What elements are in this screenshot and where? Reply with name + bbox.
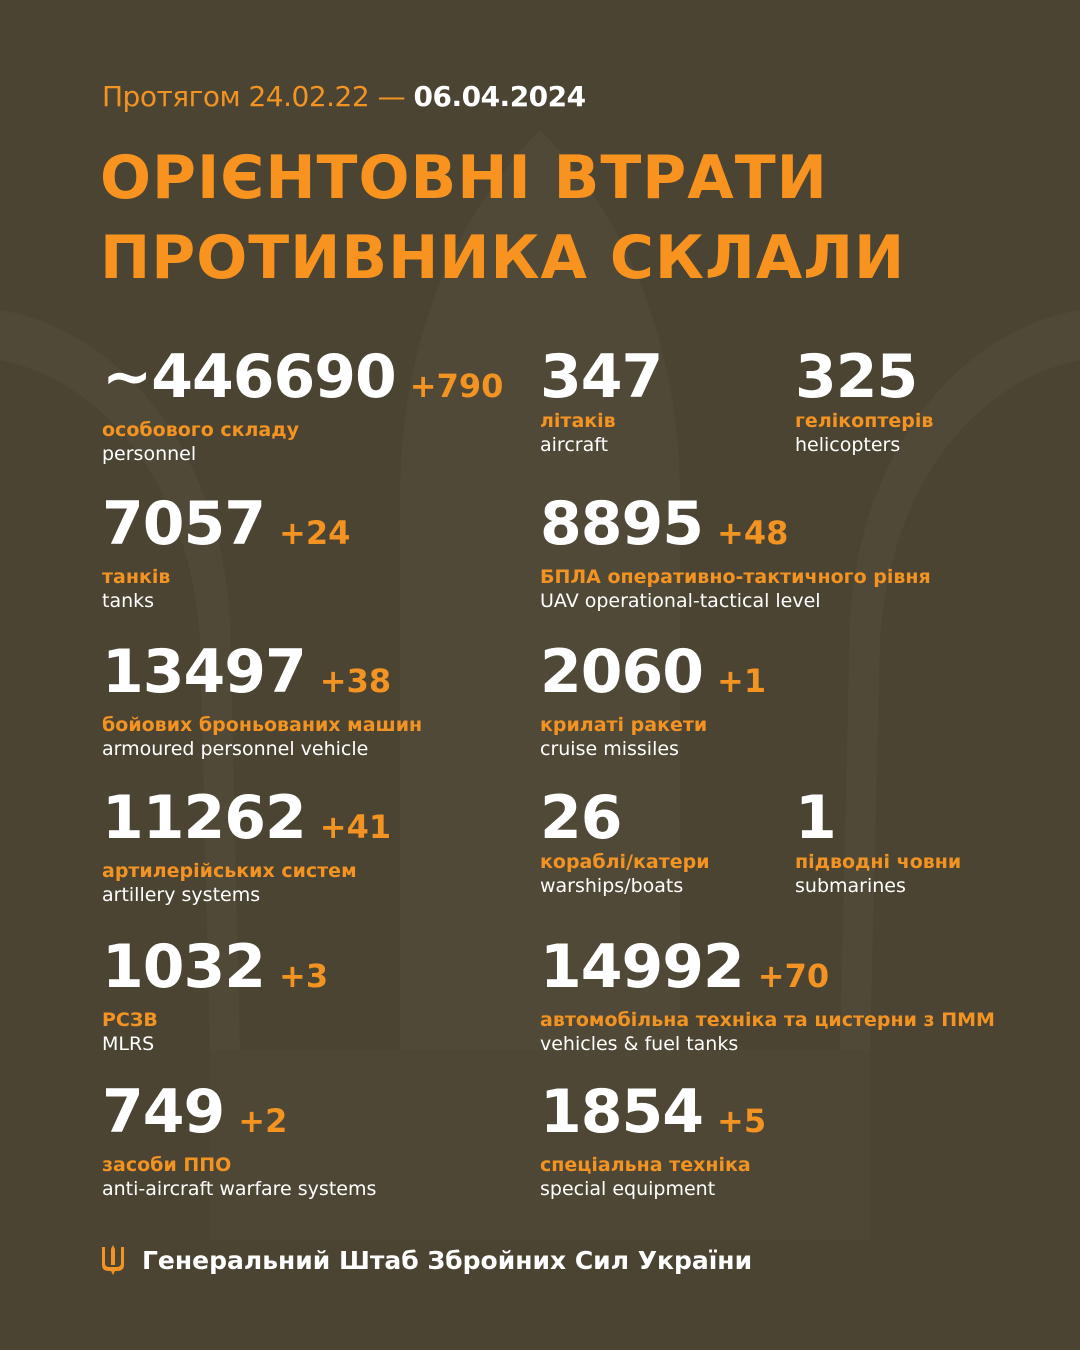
stat-label-en: MLRS [102, 1033, 155, 1055]
stat-number: 1 [795, 783, 837, 853]
stat-label-ua: танків [102, 566, 171, 588]
stat-value: 26 [540, 786, 710, 850]
stat-label-ua: автомобільна техніка та цистерни з ПММ [540, 1009, 995, 1031]
stat-submarines: 1 підводні човни submarines [795, 786, 961, 899]
stat-special-equipment: 1854 +5 спеціальна техніка special equipm… [540, 1080, 766, 1202]
stat-delta: +24 [279, 514, 351, 552]
stat-vehicles: 14992 +70 автомобільна техніка та цистерн… [540, 935, 995, 1057]
stat-value: 749 +2 [102, 1080, 376, 1153]
stat-label-ua: літаків [540, 410, 616, 432]
stat-aircraft: 347 літаків aircraft [540, 342, 663, 458]
page-title: ОРІЄНТОВНІ ВТРАТИ ПРОТИВНИКА СКЛАЛИ [100, 138, 905, 298]
stat-value: 325 [795, 345, 933, 409]
stat-label-ua: бойових броньованих машин [102, 714, 423, 736]
stat-number: 13497 [102, 637, 307, 707]
stat-number: 1854 [540, 1077, 704, 1147]
stat-delta: +5 [717, 1102, 767, 1140]
stat-label-ua: особового складу [102, 419, 299, 441]
footer-text: Генеральний Штаб Збройних Сил України [142, 1245, 753, 1275]
period-start: Протягом 24.02.22 — [102, 80, 406, 113]
stat-delta: +48 [717, 514, 789, 552]
stat-value: 1854 +5 [540, 1080, 766, 1153]
title-line-2: ПРОТИВНИКА СКЛАЛИ [100, 223, 906, 293]
period: Протягом 24.02.22 — 06.04.2024 [102, 80, 586, 113]
stat-label-ua: підводні човни [795, 851, 962, 873]
stat-label-ua: спеціальна техніка [540, 1154, 751, 1176]
stat-cruise-missiles: 2060 +1 крилаті ракети cruise missiles [540, 640, 766, 762]
stat-number: 11262 [102, 783, 307, 853]
stat-delta: +790 [409, 367, 504, 405]
stat-label-ua: БПЛА оперативно-тактичного рівня [540, 566, 931, 588]
stat-personnel: ~446690 +790 особового складу personnel [102, 345, 503, 467]
stat-tanks: 7057 +24 танків tanks [102, 492, 350, 614]
trident-icon [102, 1245, 124, 1275]
stat-label-ua: кораблі/катери [540, 851, 710, 873]
stat-number: ~446690 [102, 342, 397, 412]
stat-number: 749 [102, 1077, 225, 1147]
stat-label-ua: гелікоптерів [795, 410, 934, 432]
stat-delta: +1 [717, 662, 767, 700]
stat-value: 2060 +1 [540, 640, 766, 713]
stat-number: 1032 [102, 932, 266, 1002]
stat-value: 1 [795, 786, 961, 850]
stat-label-en: submarines [795, 875, 906, 897]
stat-label-en: warships/boats [540, 875, 684, 897]
stat-number: 325 [795, 342, 918, 412]
stat-value: 7057 +24 [102, 492, 350, 565]
stat-apv: 13497 +38 бойових броньованих машин armou… [102, 640, 422, 762]
stat-delta: +38 [319, 662, 392, 700]
stat-label-ua: засоби ППО [102, 1154, 232, 1176]
stat-label-en: special equipment [540, 1178, 716, 1200]
stat-delta: +3 [279, 957, 329, 995]
stat-delta: +70 [757, 957, 830, 995]
stat-label-en: aircraft [540, 434, 609, 456]
stat-label-en: artillery systems [102, 884, 261, 906]
stat-number: 26 [540, 783, 622, 853]
footer: Генеральний Штаб Збройних Сил України [100, 1245, 752, 1275]
stat-value: 8895 +48 [540, 492, 931, 565]
stat-label-ua: крилаті ракети [540, 714, 708, 736]
stat-label-en: cruise missiles [540, 738, 679, 760]
stat-label-en: vehicles & fuel tanks [540, 1033, 739, 1055]
stat-artillery: 11262 +41 артилерійських систем artillery… [102, 786, 391, 908]
stat-label-en: UAV operational-tactical level [540, 590, 821, 612]
stat-helicopters: 325 гелікоптерів helicopters [795, 345, 933, 458]
stat-label-en: armoured personnel vehicle [102, 738, 369, 760]
period-end: 06.04.2024 [413, 80, 586, 113]
stat-label-ua: артилерійських систем [102, 860, 357, 882]
stat-value: 13497 +38 [102, 640, 422, 713]
stat-value: 347 [540, 342, 663, 412]
stat-label-en: helicopters [795, 434, 901, 456]
stat-uav: 8895 +48 БПЛА оперативно-тактичного рівня… [540, 492, 931, 614]
stat-number: 14992 [540, 932, 745, 1002]
stat-value: 14992 +70 [540, 935, 995, 1008]
stat-value: 11262 +41 [102, 786, 391, 859]
stat-value: 1032 +3 [102, 935, 328, 1008]
stat-delta: +2 [238, 1102, 288, 1140]
stat-mlrs: 1032 +3 РСЗВ MLRS [102, 935, 328, 1057]
stat-number: 7057 [102, 489, 266, 559]
stat-air-defense: 749 +2 засоби ППО anti-aircraft warfare s… [102, 1080, 376, 1202]
stat-warships: 26 кораблі/катери warships/boats [540, 786, 710, 899]
stat-number: 8895 [540, 489, 704, 559]
stat-label-en: personnel [102, 443, 197, 465]
stat-label-en: anti-aircraft warfare systems [102, 1178, 377, 1200]
stat-label-ua: РСЗВ [102, 1009, 158, 1031]
stat-value: ~446690 +790 [102, 345, 503, 418]
stat-number: 347 [540, 342, 663, 412]
stat-label-en: tanks [102, 590, 155, 612]
title-line-1: ОРІЄНТОВНІ ВТРАТИ [100, 143, 828, 213]
stat-number: 2060 [540, 637, 704, 707]
stat-delta: +41 [319, 808, 392, 846]
